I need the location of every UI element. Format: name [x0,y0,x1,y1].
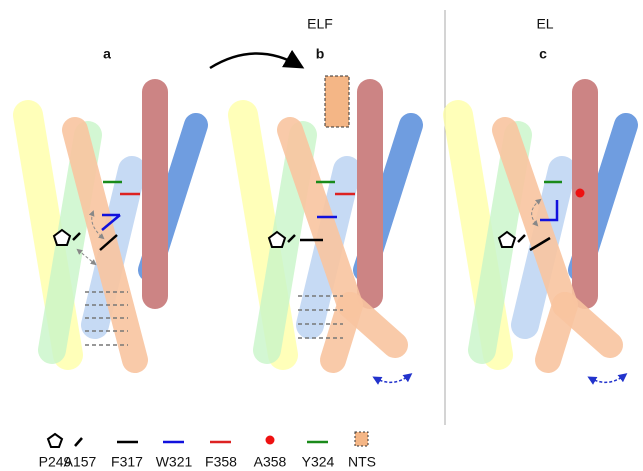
panel-c [458,92,626,382]
panel-label: c [539,46,547,62]
legend-label: W321 [156,454,193,470]
figure: ELF EL a b c P249 A157 F317 W321 F358 A3… [0,0,643,471]
legend-label: F358 [205,454,237,470]
panel-label: a [103,46,111,62]
panel-label: b [316,46,325,62]
legend-label: A358 [254,454,287,470]
legend-label: F317 [111,454,143,470]
legend: P249 A157 F317 W321 F358 A358 Y324 NTS [39,432,376,470]
group-title: EL [536,16,553,32]
transition-arrow [210,53,300,68]
legend-label: Y324 [302,454,335,470]
legend-label: NTS [348,454,376,470]
panel-a [28,92,196,360]
panel-b [243,76,411,382]
legend-label: A157 [64,454,97,470]
group-title: ELF [307,16,333,32]
